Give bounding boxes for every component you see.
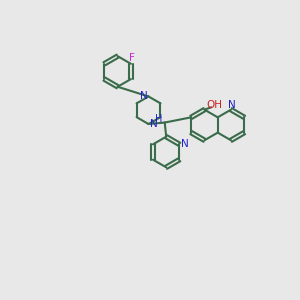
- Text: N: N: [150, 119, 158, 129]
- Text: H: H: [155, 114, 163, 124]
- Text: OH: OH: [206, 100, 222, 110]
- Text: N: N: [140, 92, 147, 101]
- Text: F: F: [128, 53, 134, 64]
- Text: N: N: [228, 100, 236, 110]
- Text: N: N: [181, 139, 188, 149]
